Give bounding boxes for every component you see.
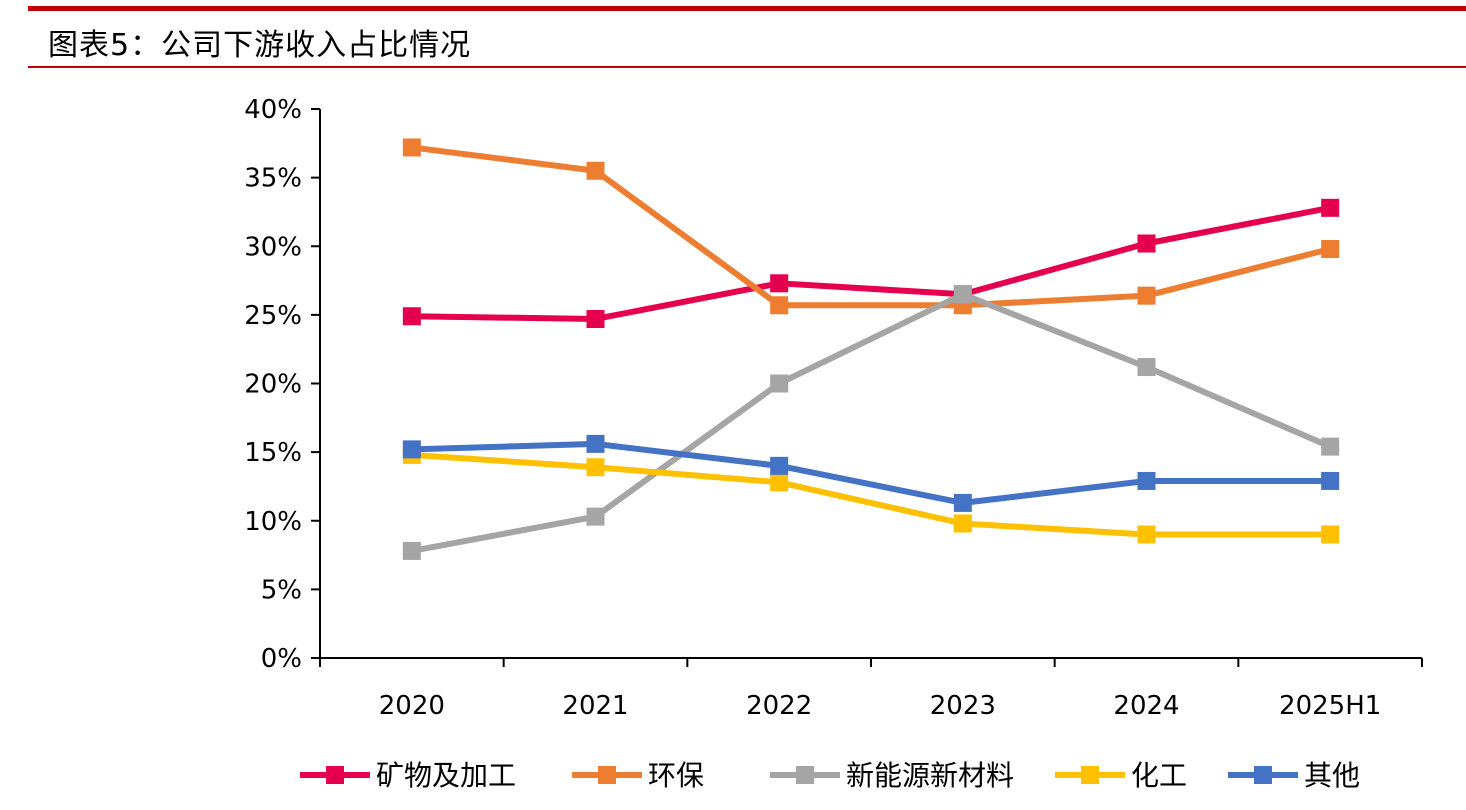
y-tick-label: 25% bbox=[244, 301, 302, 331]
y-tick-label: 0% bbox=[261, 644, 302, 674]
y-tick-label: 20% bbox=[244, 370, 302, 400]
data-point bbox=[402, 440, 421, 459]
top-rule bbox=[28, 6, 1466, 11]
series-line bbox=[411, 291, 1332, 554]
series-4 bbox=[402, 434, 1340, 512]
series-2 bbox=[402, 285, 1340, 560]
series-line bbox=[411, 144, 1331, 309]
data-point bbox=[770, 473, 789, 492]
data-point bbox=[1137, 525, 1156, 544]
x-tick-label: 2024 bbox=[1113, 691, 1179, 721]
chart-axes: 0% 5% 10% 15% 20% 25% 30% 35% 40% 2020 2021 2022 202… bbox=[244, 95, 1423, 721]
legend-marker bbox=[1081, 766, 1099, 784]
legend-marker bbox=[326, 766, 344, 784]
data-point bbox=[586, 458, 605, 477]
legend-item: 新能源新材料 bbox=[770, 759, 1014, 792]
legend-label: 其他 bbox=[1304, 759, 1360, 792]
series-0 bbox=[402, 198, 1340, 328]
data-point bbox=[770, 374, 789, 393]
data-point bbox=[586, 434, 605, 453]
data-point bbox=[1137, 358, 1156, 377]
legend-marker bbox=[598, 766, 616, 784]
series-line bbox=[411, 440, 1331, 506]
legend-marker bbox=[796, 766, 814, 784]
data-point bbox=[586, 309, 605, 328]
x-tick-label: 2020 bbox=[379, 691, 445, 721]
y-tick-label: 35% bbox=[244, 164, 302, 194]
data-point bbox=[1321, 198, 1340, 217]
data-point bbox=[586, 161, 605, 180]
data-point bbox=[770, 274, 789, 293]
y-tick-label: 5% bbox=[261, 575, 302, 605]
y-tick-label: 15% bbox=[244, 438, 302, 468]
data-point bbox=[402, 138, 421, 157]
legend-marker bbox=[1254, 766, 1272, 784]
data-point bbox=[402, 307, 421, 326]
x-tick-label: 2022 bbox=[746, 691, 812, 721]
data-point bbox=[770, 456, 789, 475]
data-point bbox=[1137, 286, 1156, 305]
legend-item: 其他 bbox=[1228, 759, 1360, 792]
x-tick-label: 2025H1 bbox=[1279, 691, 1381, 721]
figure-title: 图表5：公司下游收入占比情况 bbox=[48, 28, 472, 63]
y-tick-label: 30% bbox=[244, 232, 302, 262]
chart-series bbox=[402, 138, 1340, 560]
data-point bbox=[953, 514, 972, 533]
data-point bbox=[953, 285, 972, 304]
y-tick-label: 10% bbox=[244, 507, 302, 537]
data-point bbox=[1137, 471, 1156, 490]
data-point bbox=[1321, 239, 1340, 258]
x-tick-label: 2023 bbox=[930, 691, 996, 721]
data-point bbox=[1321, 437, 1340, 456]
x-tick-label: 2021 bbox=[562, 691, 628, 721]
title-rule bbox=[28, 66, 1466, 68]
chart-legend: 矿物及加工 环保 新能源新材料 化工 其他 bbox=[300, 759, 1360, 792]
data-point bbox=[1137, 234, 1156, 253]
legend-item: 化工 bbox=[1055, 759, 1187, 792]
legend-item: 环保 bbox=[572, 759, 704, 792]
legend-label: 环保 bbox=[648, 759, 704, 792]
data-point bbox=[770, 296, 789, 315]
legend-label: 矿物及加工 bbox=[376, 759, 516, 792]
series-3 bbox=[402, 445, 1340, 544]
data-point bbox=[402, 541, 421, 560]
data-point bbox=[1321, 525, 1340, 544]
y-tick-label: 40% bbox=[244, 95, 302, 125]
series-1 bbox=[402, 138, 1340, 315]
series-line bbox=[411, 451, 1331, 538]
data-point bbox=[586, 507, 605, 526]
series-line bbox=[411, 204, 1331, 322]
legend-label: 化工 bbox=[1131, 759, 1187, 792]
data-point bbox=[953, 493, 972, 512]
legend-item: 矿物及加工 bbox=[300, 759, 516, 792]
legend-label: 新能源新材料 bbox=[846, 759, 1014, 792]
data-point bbox=[1321, 471, 1340, 490]
